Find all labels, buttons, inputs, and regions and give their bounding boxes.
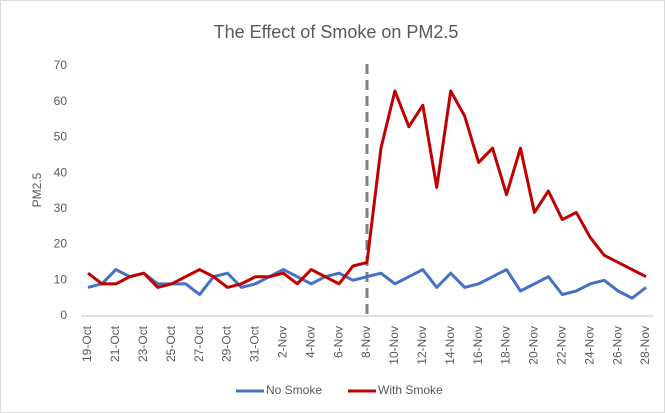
x-tick-label: 28-Nov: [638, 326, 652, 365]
x-tick-label: 10-Nov: [387, 326, 401, 365]
series-line: [87, 268, 647, 300]
x-tick-label: 14-Nov: [443, 326, 457, 365]
x-tick-label: 27-Oct: [192, 325, 206, 362]
y-tick-label: 0: [60, 308, 67, 322]
x-tick-label: 8-Nov: [359, 326, 373, 358]
x-tick-label: 18-Nov: [499, 326, 513, 365]
x-tick-label: 31-Oct: [248, 325, 262, 362]
x-tick-label: 19-Oct: [80, 325, 94, 362]
x-tick-label: 23-Oct: [136, 325, 150, 362]
x-tick-label: 25-Oct: [164, 325, 178, 362]
x-tick-label: 26-Nov: [610, 326, 624, 365]
x-tick-label: 4-Nov: [303, 326, 317, 358]
y-tick-label: 50: [54, 130, 68, 144]
y-tick-label: 20: [54, 237, 68, 251]
x-tick-label: 6-Nov: [331, 326, 345, 358]
x-tick-label: 24-Nov: [582, 326, 596, 365]
legend-label: With Smoke: [378, 383, 443, 397]
x-tick-label: 16-Nov: [471, 326, 485, 365]
x-tick-label: 21-Oct: [108, 325, 122, 362]
y-tick-label: 30: [54, 201, 68, 215]
x-tick-label: 12-Nov: [415, 326, 429, 365]
x-tick-label: 29-Oct: [220, 325, 234, 362]
x-tick-label: 20-Nov: [527, 326, 541, 365]
series-line: [87, 89, 647, 289]
y-tick-label: 60: [54, 94, 68, 108]
y-tick-label: 40: [54, 165, 68, 179]
y-tick-label: 10: [54, 272, 68, 286]
legend-label: No Smoke: [266, 383, 322, 397]
x-tick-label: 22-Nov: [554, 326, 568, 365]
x-tick-label: 2-Nov: [275, 326, 289, 358]
y-tick-label: 70: [54, 58, 68, 72]
chart-title: The Effect of Smoke on PM2.5: [214, 22, 459, 42]
y-axis-label: PM2.5: [30, 172, 44, 207]
